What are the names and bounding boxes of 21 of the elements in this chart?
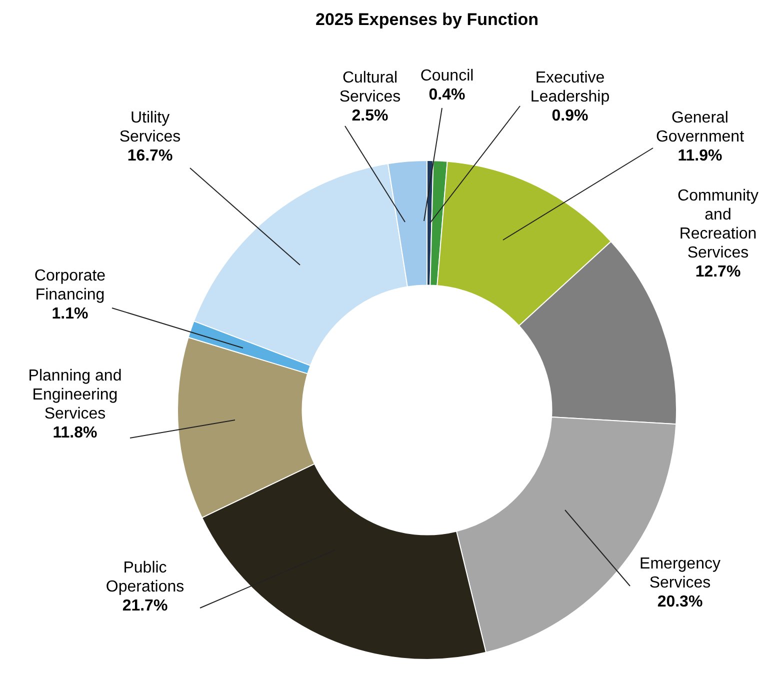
slice-label: Community and Recreation Services: [678, 187, 758, 262]
data-label: 12.7%: [695, 263, 741, 280]
slice-label: Emergency Services: [640, 555, 720, 592]
data-label: 0.9%: [552, 107, 588, 124]
chart-title: 2025 Expenses by Function: [316, 10, 538, 30]
slice-label: Corporate Financing: [34, 267, 106, 304]
slice-label: General Government: [656, 109, 745, 146]
slice-label: Planning and Engineering Services: [28, 367, 122, 422]
data-label: 20.3%: [657, 593, 703, 610]
data-label: 21.7%: [122, 597, 168, 614]
data-label: 2.5%: [352, 107, 388, 124]
data-label: 0.4%: [428, 86, 466, 104]
slice-label: Cultural Services: [339, 69, 401, 106]
data-label: 11.8%: [52, 424, 98, 442]
data-label: 11.9%: [678, 147, 722, 164]
slice-label: Public Operations: [106, 559, 184, 596]
slice-label: Utility Services: [119, 109, 181, 146]
data-label: 1.1%: [52, 305, 88, 322]
slice-label: Executive Leadership: [530, 69, 610, 106]
slice-label: Council: [420, 67, 474, 84]
data-label: 16.7%: [127, 147, 173, 164]
